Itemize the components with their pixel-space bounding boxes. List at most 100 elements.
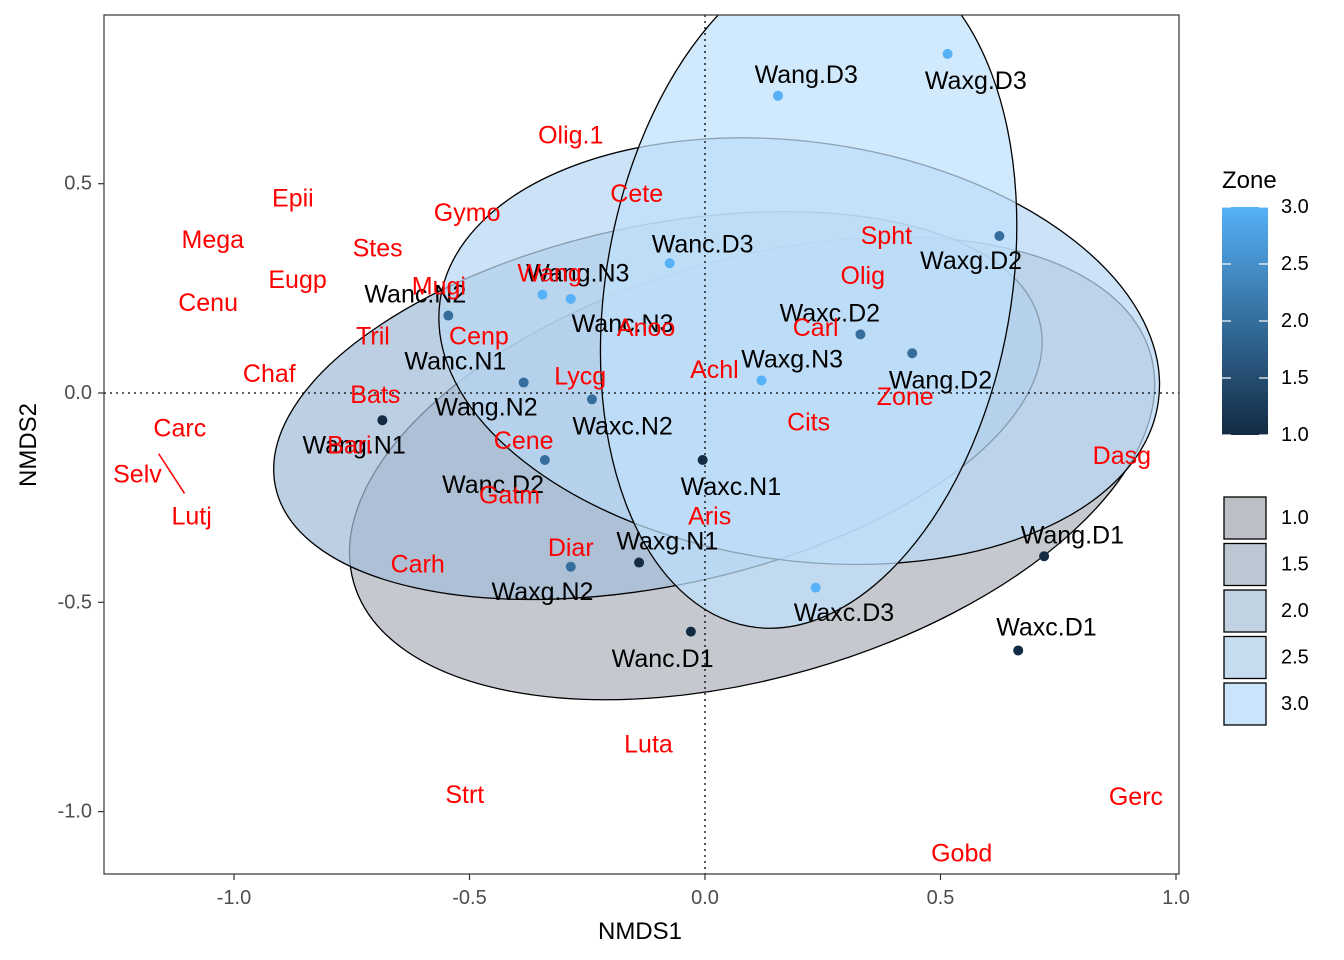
site-label-waxc-n2: Waxc.N2 bbox=[572, 412, 672, 440]
panel-border bbox=[103, 14, 1180, 875]
site-label-wanc-n3: Wanc.N3 bbox=[572, 310, 674, 338]
species-label-eugp: Eugp bbox=[268, 266, 326, 294]
site-point-wanc-n3 bbox=[565, 293, 576, 304]
species-label-mega: Mega bbox=[182, 226, 245, 254]
x-tick-label: -0.5 bbox=[452, 887, 486, 909]
species-label-cenp: Cenp bbox=[449, 322, 509, 350]
x-tick-label: 1.0 bbox=[1162, 887, 1190, 909]
fill-legend-key bbox=[1223, 682, 1267, 726]
species-label-zone: Zone bbox=[877, 383, 934, 411]
species-connector-line bbox=[158, 453, 186, 494]
site-point-wanc-d3 bbox=[664, 258, 675, 269]
y-axis-title: NMDS2 bbox=[15, 403, 42, 487]
site-label-waxc-d1: Waxc.D1 bbox=[996, 613, 1096, 641]
y-tick-label: -0.5 bbox=[58, 591, 92, 613]
site-point-waxc-d1 bbox=[1013, 645, 1024, 656]
species-label-carl: Carl bbox=[793, 314, 839, 342]
site-label-wanc-n1: Wanc.N1 bbox=[404, 348, 506, 376]
site-point-waxg-d2 bbox=[994, 231, 1005, 242]
species-label-anoo: Anoo bbox=[617, 314, 675, 342]
x-axis-title: NMDS1 bbox=[598, 918, 682, 945]
fill-legend-key bbox=[1223, 496, 1267, 540]
species-label-gobd: Gobd bbox=[931, 839, 992, 867]
site-point-wanc-n1 bbox=[377, 415, 388, 426]
species-label-olig: Olig bbox=[841, 262, 885, 290]
y-axis: -1.0 -0.5 0.0 0.5 bbox=[58, 173, 104, 823]
y-tick-label: -1.0 bbox=[58, 801, 92, 823]
site-label-wang-d1: Wang.D1 bbox=[1021, 521, 1124, 549]
site-point-waxg-n3 bbox=[756, 375, 767, 386]
site-label-waxg-d3: Waxg.D3 bbox=[925, 67, 1027, 95]
site-labels: Wang.D3 Waxg.D3 Wanc.D3 Wang.N3 Wanc.N1 Wanc.… bbox=[302, 61, 1124, 673]
fill-legend-label: 2.5 bbox=[1281, 647, 1309, 669]
fill-legend-label: 3.0 bbox=[1281, 693, 1309, 715]
site-label-waxg-d2: Waxg.D2 bbox=[920, 247, 1022, 275]
species-label-cene: Cene bbox=[494, 427, 554, 455]
species-label-cete: Cete bbox=[610, 180, 663, 208]
species-label-luta: Luta bbox=[624, 731, 673, 759]
site-label-waxg-n3: Waxg.N3 bbox=[741, 346, 843, 374]
site-point-waxc-n2 bbox=[586, 394, 597, 405]
site-point-wanc-d1 bbox=[685, 626, 696, 637]
species-label-spht: Spht bbox=[861, 222, 912, 250]
site-point-waxc-n1 bbox=[697, 454, 708, 465]
species-label-achl: Achl bbox=[690, 356, 739, 384]
species-label-olig-1: Olig.1 bbox=[538, 122, 603, 150]
fill-legend-label: 1.5 bbox=[1281, 554, 1309, 576]
fill-legend-label: 1.0 bbox=[1281, 507, 1309, 529]
y-tick-label: 0.5 bbox=[64, 173, 92, 195]
species-label-mugi: Mugi bbox=[412, 272, 466, 300]
species-label-carh: Carh bbox=[391, 551, 445, 579]
species-label-bari: Bari bbox=[327, 431, 371, 459]
zone-colorbar-legend: Zone 3.0 2.5 2.0 1.5 1.0 bbox=[1222, 167, 1309, 446]
site-point-wanc-d2 bbox=[539, 454, 550, 465]
reference-lines bbox=[104, 15, 1179, 874]
colorbar-tick-label: 2.5 bbox=[1281, 253, 1309, 275]
site-points bbox=[377, 48, 1050, 656]
colorbar-tick-label: 1.0 bbox=[1281, 424, 1309, 446]
y-tick-label: 0.0 bbox=[64, 382, 92, 404]
species-label-gatm: Gatm bbox=[479, 482, 540, 510]
site-point-wang-n3 bbox=[537, 289, 548, 300]
fill-legend-key bbox=[1223, 589, 1267, 633]
colorbar-tick-label: 2.0 bbox=[1281, 310, 1309, 332]
x-tick-label: 0.5 bbox=[927, 887, 955, 909]
colorbar-tick-label: 1.5 bbox=[1281, 367, 1309, 389]
species-label-strt: Strt bbox=[445, 781, 484, 809]
site-label-wang-n3: Wang.N3 bbox=[526, 260, 629, 288]
x-axis: -1.0 -0.5 0.0 0.5 1.0 bbox=[217, 874, 1190, 909]
species-label-dasg: Dasg bbox=[1093, 442, 1151, 470]
site-label-wang-n2: Wang.N2 bbox=[434, 394, 537, 422]
fill-legend-label: 2.0 bbox=[1281, 600, 1309, 622]
x-tick-label: -1.0 bbox=[217, 887, 251, 909]
site-label-wang-n1: Wang.N1 bbox=[302, 431, 405, 459]
site-label-wanc-d1: Wanc.D1 bbox=[612, 645, 714, 673]
species-label-diar: Diar bbox=[548, 534, 594, 562]
species-label-wang: Wang bbox=[517, 260, 581, 288]
species-label-stes: Stes bbox=[353, 235, 403, 263]
site-label-waxg-n1: Waxg.N1 bbox=[616, 528, 718, 556]
site-label-wanc-d2: Wanc.D2 bbox=[442, 471, 544, 499]
site-label-wanc-d3: Wanc.D3 bbox=[652, 230, 754, 258]
site-point-wang-n2 bbox=[518, 377, 529, 388]
colorbar-tick-label: 3.0 bbox=[1281, 196, 1309, 218]
species-label-gerc: Gerc bbox=[1109, 783, 1163, 811]
species-label-cits: Cits bbox=[787, 408, 830, 436]
species-label-selv: Selv bbox=[113, 461, 162, 489]
species-label-aris: Aris bbox=[688, 502, 731, 530]
site-label-waxg-n2: Waxg.N2 bbox=[492, 578, 594, 606]
species-connector bbox=[158, 453, 186, 494]
site-label-waxc-d3: Waxc.D3 bbox=[794, 599, 894, 627]
species-label-lycg: Lycg bbox=[554, 362, 606, 390]
species-label-cenu: Cenu bbox=[178, 289, 238, 317]
colorbar-ticks: 3.0 2.5 2.0 1.5 1.0 bbox=[1222, 196, 1309, 446]
species-label-lutj: Lutj bbox=[171, 502, 211, 530]
site-point-waxc-d3 bbox=[810, 582, 821, 593]
species-label-chaf: Chaf bbox=[243, 360, 296, 388]
site-point-waxg-d3 bbox=[942, 48, 953, 59]
species-label-tril: Tril bbox=[356, 322, 390, 350]
site-point-waxg-n2 bbox=[565, 561, 576, 572]
zone-fill-legend: 1.0 1.5 2.0 2.5 3.0 bbox=[1223, 496, 1309, 726]
